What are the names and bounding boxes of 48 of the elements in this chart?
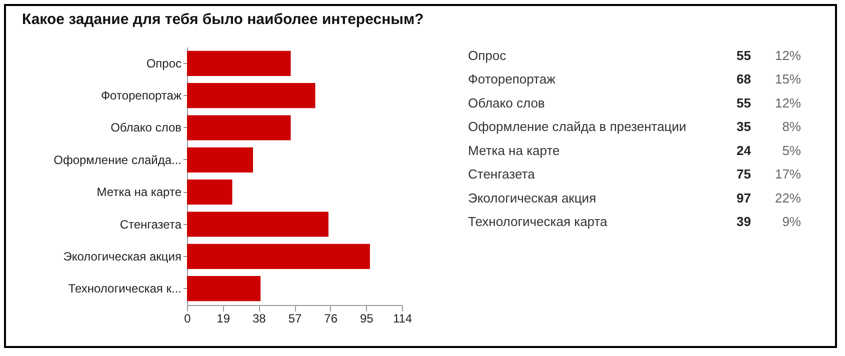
category-label: Метка на карте	[468, 142, 560, 158]
text: 17%	[774, 166, 802, 182]
bar	[187, 180, 232, 205]
bar	[187, 50, 291, 76]
category-label: Облако слов	[468, 95, 545, 110]
data-label: 97	[736, 190, 751, 206]
x-tick-label: 95	[360, 312, 374, 326]
text: 12%	[774, 48, 802, 63]
y-tick-label: Метка на карте	[96, 185, 182, 200]
text: 22%	[774, 190, 802, 206]
data-label: 55	[736, 48, 751, 63]
bar	[187, 147, 254, 172]
y-tick-label: Экологическая акция	[63, 249, 182, 264]
x-tick-label: 19	[216, 312, 230, 326]
data-label: 35	[736, 119, 751, 134]
y-tick-label: Облако слов	[110, 120, 182, 135]
y-tick-label: Технологическая к...	[68, 282, 182, 296]
data-label: 68	[736, 72, 751, 87]
category-label: Экологическая акция	[468, 190, 596, 206]
y-tick-label: Фоторепортаж	[100, 88, 182, 103]
x-tick-label: 76	[324, 312, 338, 326]
category-label: Стенгазета	[468, 166, 536, 182]
x-tick-label: 114	[392, 312, 412, 326]
x-tick-label: 38	[252, 312, 266, 326]
y-tick-label: Опрос	[146, 56, 182, 70]
category-label: Фоторепортаж	[468, 72, 556, 87]
text: 12%	[774, 95, 802, 110]
data-label: 55	[736, 95, 751, 110]
bar	[187, 115, 291, 140]
category-label: Опрос	[468, 48, 507, 63]
y-tick-label: Оформление слайда...	[54, 152, 182, 167]
text: 8%	[782, 119, 802, 134]
category-label: Технологическая карта	[468, 214, 608, 230]
bar	[187, 212, 328, 237]
bar	[187, 276, 261, 302]
text: 9%	[782, 214, 802, 230]
bar	[187, 244, 370, 269]
x-tick-label: 0	[184, 312, 192, 326]
text: 15%	[774, 72, 802, 87]
data-label: 39	[736, 214, 751, 230]
bar	[187, 83, 316, 108]
category-label: Оформление слайда в презентации	[468, 119, 686, 134]
y-tick-label: Стенгазета	[120, 217, 182, 232]
text: 5%	[782, 142, 802, 158]
data-label: 24	[736, 142, 752, 158]
x-tick-label: 57	[288, 312, 302, 326]
data-label: 75	[736, 166, 751, 182]
chart-title: Какое задание для тебя было наиболее интересным?	[22, 11, 424, 28]
